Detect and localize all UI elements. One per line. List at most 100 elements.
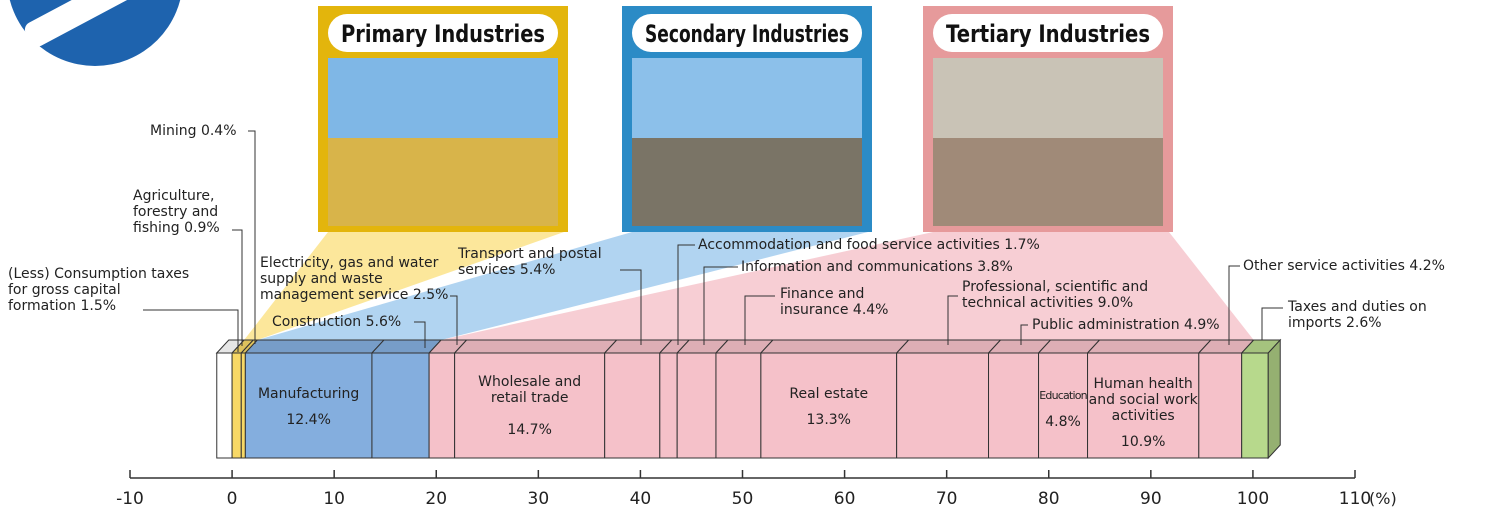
x-tick-label: 50 (732, 489, 754, 509)
value-label: 3.8% (977, 259, 1013, 275)
category-name: Finance and insurance (780, 286, 865, 318)
leader-line (703, 266, 738, 345)
bar-segment (428, 352, 456, 459)
bar-top (759, 339, 910, 354)
category-name: Other service activities (1243, 258, 1405, 274)
segment-label: Information and communications 3.8% (741, 259, 1013, 275)
panel-title: Secondary Industries (645, 20, 849, 48)
category-name: Accommodation and food service activitie… (698, 237, 1000, 253)
photo-ground (328, 138, 558, 226)
header-pill (933, 14, 1163, 52)
bar-segment (715, 352, 762, 459)
leader-line (450, 295, 458, 345)
bar-top (244, 339, 386, 354)
bar-top (895, 339, 1002, 354)
bar-segment (1198, 352, 1243, 459)
funnel (257, 232, 869, 340)
segment-label: Human health and social work activities (1088, 376, 1198, 424)
bar-segment (1038, 352, 1089, 459)
bar-segment (676, 352, 717, 459)
bar-segment (244, 352, 373, 459)
segment-label: Finance and insurance 4.4% (780, 286, 910, 318)
segment-label: Professional, scientific and technical a… (962, 279, 1192, 311)
value-label: 5.4% (519, 262, 556, 278)
category-name: Information and communications (741, 259, 973, 275)
photo-ground (632, 138, 862, 226)
value-label: 4.2% (1409, 258, 1445, 274)
segment-label: Electricity, gas and water supply and wa… (260, 255, 455, 303)
category-name: Professional, scientific and technical a… (962, 279, 1149, 311)
category-name: Public administration (1032, 317, 1180, 333)
x-tick-label: 40 (630, 489, 652, 509)
leader-line (677, 244, 695, 345)
header-pill (632, 14, 862, 52)
x-tick-label: 0 (227, 489, 238, 509)
x-tick-label: -10 (116, 489, 144, 509)
x-tick-label: 80 (1038, 489, 1060, 509)
value-label: 2.6% (1345, 315, 1382, 331)
x-tick-label: 20 (425, 489, 447, 509)
bar-segment (231, 352, 242, 459)
photo-sky (632, 58, 862, 138)
x-axis-unit: (%) (1369, 489, 1397, 508)
value-label: 14.7% (507, 422, 552, 438)
segment-label: Construction 5.6% (272, 314, 401, 330)
segment-label: Wholesale and retail trade (478, 374, 582, 406)
category-name: Mining (150, 123, 197, 139)
segment-label: Other service activities 4.2% (1243, 258, 1445, 274)
value-label: 12.4% (286, 412, 331, 428)
leader-line (947, 295, 958, 345)
value-label: 0.9% (184, 220, 220, 236)
logo-shape (24, 0, 156, 47)
funnel (441, 232, 1254, 340)
leader-line (1261, 307, 1283, 340)
leader-line (1228, 265, 1240, 345)
photo-sky (328, 58, 558, 138)
bar-segment (216, 352, 233, 459)
category-name: (Less) Consumption taxes for gross capit… (8, 266, 190, 314)
segment-label: Real estate (789, 386, 869, 402)
bar-segment (760, 352, 898, 459)
leader-line (414, 321, 426, 348)
x-tick-label: 110 (1339, 489, 1371, 509)
category-name: Electricity, gas and water supply and wa… (260, 255, 439, 303)
panel-title: Tertiary Industries (946, 20, 1150, 48)
value-label: 1.7% (1004, 237, 1040, 253)
leader-line (248, 130, 256, 344)
value-label: 4.4% (852, 302, 889, 318)
bar-segment (896, 352, 990, 459)
segment-label: Mining 0.4% (150, 123, 237, 139)
category-name: Agriculture, forestry and fishing (133, 188, 219, 236)
segment-label: Manufacturing (257, 386, 360, 402)
value-label: 2.5% (412, 287, 449, 303)
panel-title: Primary Industries (341, 20, 545, 48)
segment-label: Agriculture, forestry and fishing 0.9% (133, 188, 245, 236)
segment-label: (Less) Consumption taxes for gross capit… (8, 266, 193, 314)
x-tick-label: 30 (528, 489, 550, 509)
funnel (244, 232, 565, 340)
bar-side (1267, 338, 1281, 460)
category-name: Construction (272, 314, 362, 330)
category-name: Transport and postal services (458, 246, 602, 278)
bar-segment (1087, 352, 1200, 459)
segment-label: Accommodation and food service activitie… (698, 237, 1040, 253)
bar-top (1086, 339, 1212, 354)
segment-label: Transport and postal services 5.4% (458, 246, 623, 278)
bar-segment (988, 352, 1040, 459)
segment-label: Public administration 4.9% (1032, 317, 1220, 333)
value-label: 4.8% (1045, 414, 1081, 430)
segment-label: Taxes and duties on imports 2.6% (1288, 299, 1428, 331)
value-label: 4.9% (1184, 317, 1220, 333)
segment-label: Education (1039, 389, 1087, 402)
bar-segment (1241, 352, 1269, 459)
leader-line (620, 269, 642, 345)
bar-segment (604, 352, 661, 459)
x-tick-label: 90 (1140, 489, 1162, 509)
x-tick-label: 10 (323, 489, 345, 509)
leader-line (143, 309, 239, 352)
value-label: 10.9% (1120, 434, 1166, 450)
header-pill (328, 14, 558, 52)
x-tick-label: 70 (936, 489, 958, 509)
leader-line (744, 295, 775, 345)
